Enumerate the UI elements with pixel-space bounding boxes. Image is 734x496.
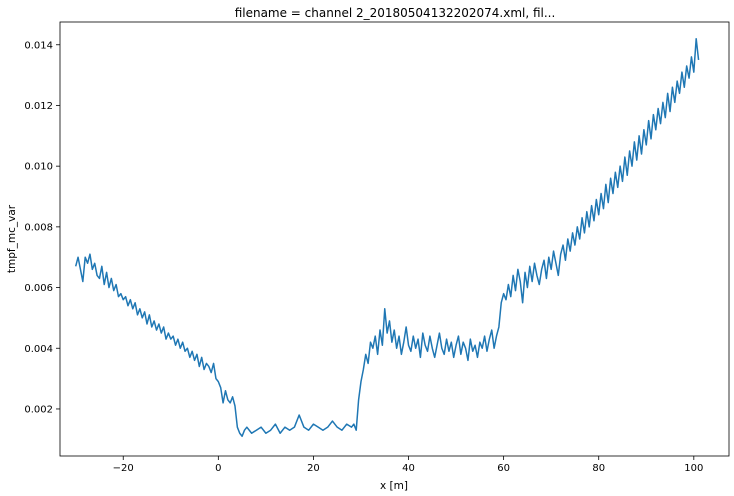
y-tick-label: 0.004 (24, 344, 53, 355)
plot-area (60, 22, 729, 456)
y-tick-label: 0.002 (24, 404, 53, 415)
y-axis-label: tmpf_mc_var (6, 204, 18, 273)
x-tick-label: 100 (684, 463, 703, 474)
x-tick-label: 80 (592, 463, 605, 474)
x-tick-label: 20 (307, 463, 320, 474)
x-tick-label: 0 (215, 463, 221, 474)
y-tick-label: 0.008 (24, 222, 53, 233)
x-axis-label: x [m] (380, 480, 408, 492)
y-axis-ticks: 0.002 0.004 0.006 0.008 0.010 0.012 0.014 (24, 40, 60, 415)
y-tick-label: 0.012 (24, 101, 53, 112)
x-tick-label: 40 (402, 463, 415, 474)
y-tick-label: 0.006 (24, 283, 53, 294)
series-line (74, 37, 700, 438)
y-tick-label: 0.010 (24, 162, 53, 173)
axes-frame (59, 21, 730, 457)
x-tick-label: 60 (497, 463, 510, 474)
x-tick-label: −20 (113, 463, 134, 474)
chart-title: filename = channel 2_20180504132202074.x… (235, 6, 556, 20)
x-axis-ticks: −20 0 20 40 60 80 100 (113, 456, 703, 474)
y-tick-label: 0.014 (24, 40, 53, 51)
